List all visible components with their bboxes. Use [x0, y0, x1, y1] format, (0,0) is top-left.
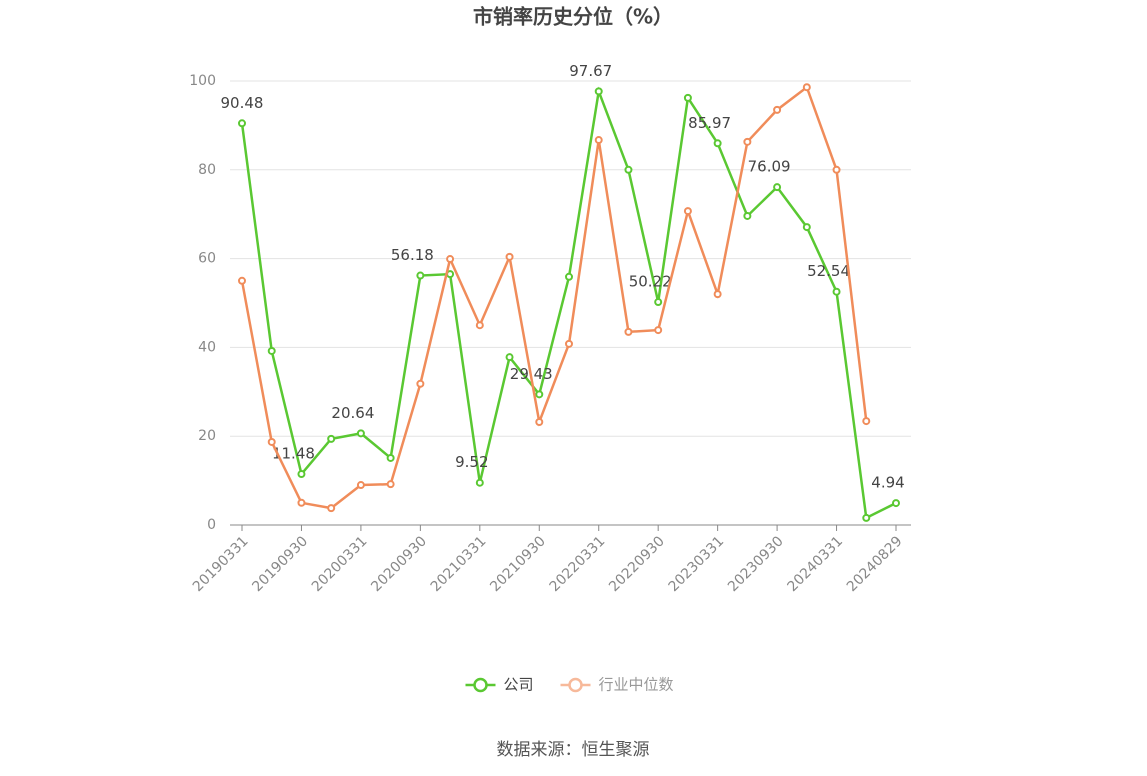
data-point: [267, 346, 276, 355]
x-tick-label: 20200331: [309, 533, 371, 595]
data-point: [773, 183, 782, 192]
data-point: [862, 513, 871, 522]
data-point: [505, 353, 514, 362]
x-tick-label: 20240331: [784, 533, 846, 595]
series-line: [240, 86, 897, 520]
data-label: 85.97: [688, 114, 731, 132]
data-point: [475, 321, 484, 330]
chart-title: 市销率历史分位（%）: [473, 5, 673, 29]
data-point: [713, 139, 722, 148]
y-tick-label: 100: [189, 73, 216, 89]
data-label: 90.48: [221, 94, 264, 112]
y-tick-label: 80: [198, 162, 216, 178]
data-point: [594, 136, 603, 145]
data-point: [832, 165, 841, 174]
legend-label: 公司: [504, 676, 534, 694]
data-point: [416, 271, 425, 280]
data-point: [624, 327, 633, 336]
data-point: [386, 480, 395, 489]
data-point: [446, 255, 455, 264]
data-point: [327, 434, 336, 443]
data-point: [743, 137, 752, 146]
x-tick-label: 20230331: [666, 533, 728, 595]
data-label: 9.52: [455, 453, 488, 471]
data-point: [297, 498, 306, 507]
data-point: [416, 379, 425, 388]
data-label: 20.64: [331, 404, 374, 422]
data-point: [683, 207, 692, 216]
x-tick-label: 20230930: [725, 533, 787, 595]
data-label: 11.48: [272, 445, 315, 463]
data-point: [505, 252, 514, 261]
data-point: [565, 272, 573, 281]
data-point: [862, 417, 871, 426]
data-point: [535, 390, 544, 399]
data-point: [802, 83, 811, 92]
x-tick-label: 20210331: [428, 533, 490, 595]
legend-marker: [473, 677, 488, 693]
data-point: [267, 437, 276, 446]
data-point: [535, 417, 544, 426]
y-tick-label: 60: [198, 251, 216, 267]
data-point: [773, 105, 782, 114]
x-tick-label: 20200930: [368, 533, 430, 595]
data-point: [654, 326, 663, 335]
data-point: [356, 429, 365, 438]
data-point: [594, 87, 603, 96]
series-line: [240, 85, 868, 510]
data-point: [654, 298, 663, 307]
x-tick-label: 20190331: [190, 533, 252, 595]
y-tick-label: 20: [198, 428, 216, 444]
x-tick-label: 20220930: [606, 533, 668, 595]
x-tick-label: 20220331: [547, 533, 609, 595]
source: 数据来源：恒生聚源: [497, 740, 650, 760]
data-point: [386, 453, 395, 462]
data-point: [624, 165, 633, 174]
x-tick-label: 20190930: [249, 533, 311, 595]
legend-label: 行业中位数: [599, 676, 674, 694]
y-tick-label: 0: [207, 517, 216, 533]
data-point: [713, 290, 722, 299]
data-point: [802, 223, 811, 232]
x-tick-label: 20210930: [487, 533, 549, 595]
data-point: [892, 499, 900, 508]
data-label: 50.22: [629, 273, 672, 291]
data-point: [297, 470, 306, 479]
data-point: [327, 504, 336, 513]
data-point: [683, 93, 692, 102]
data-label: 52.54: [807, 262, 850, 280]
x-tick-label: 20240829: [844, 533, 906, 595]
data-point: [238, 119, 246, 128]
data-point: [743, 211, 752, 220]
data-label: 4.94: [871, 474, 904, 492]
data-point: [832, 287, 841, 296]
data-point: [356, 481, 365, 490]
data-label: 97.67: [569, 62, 612, 80]
data-label: 56.18: [391, 246, 434, 264]
data-point: [565, 339, 573, 348]
y-tick-label: 40: [198, 339, 216, 355]
legend-marker: [568, 677, 583, 693]
data-point: [475, 478, 484, 487]
data-label: 76.09: [748, 158, 791, 176]
data-point: [238, 276, 246, 285]
